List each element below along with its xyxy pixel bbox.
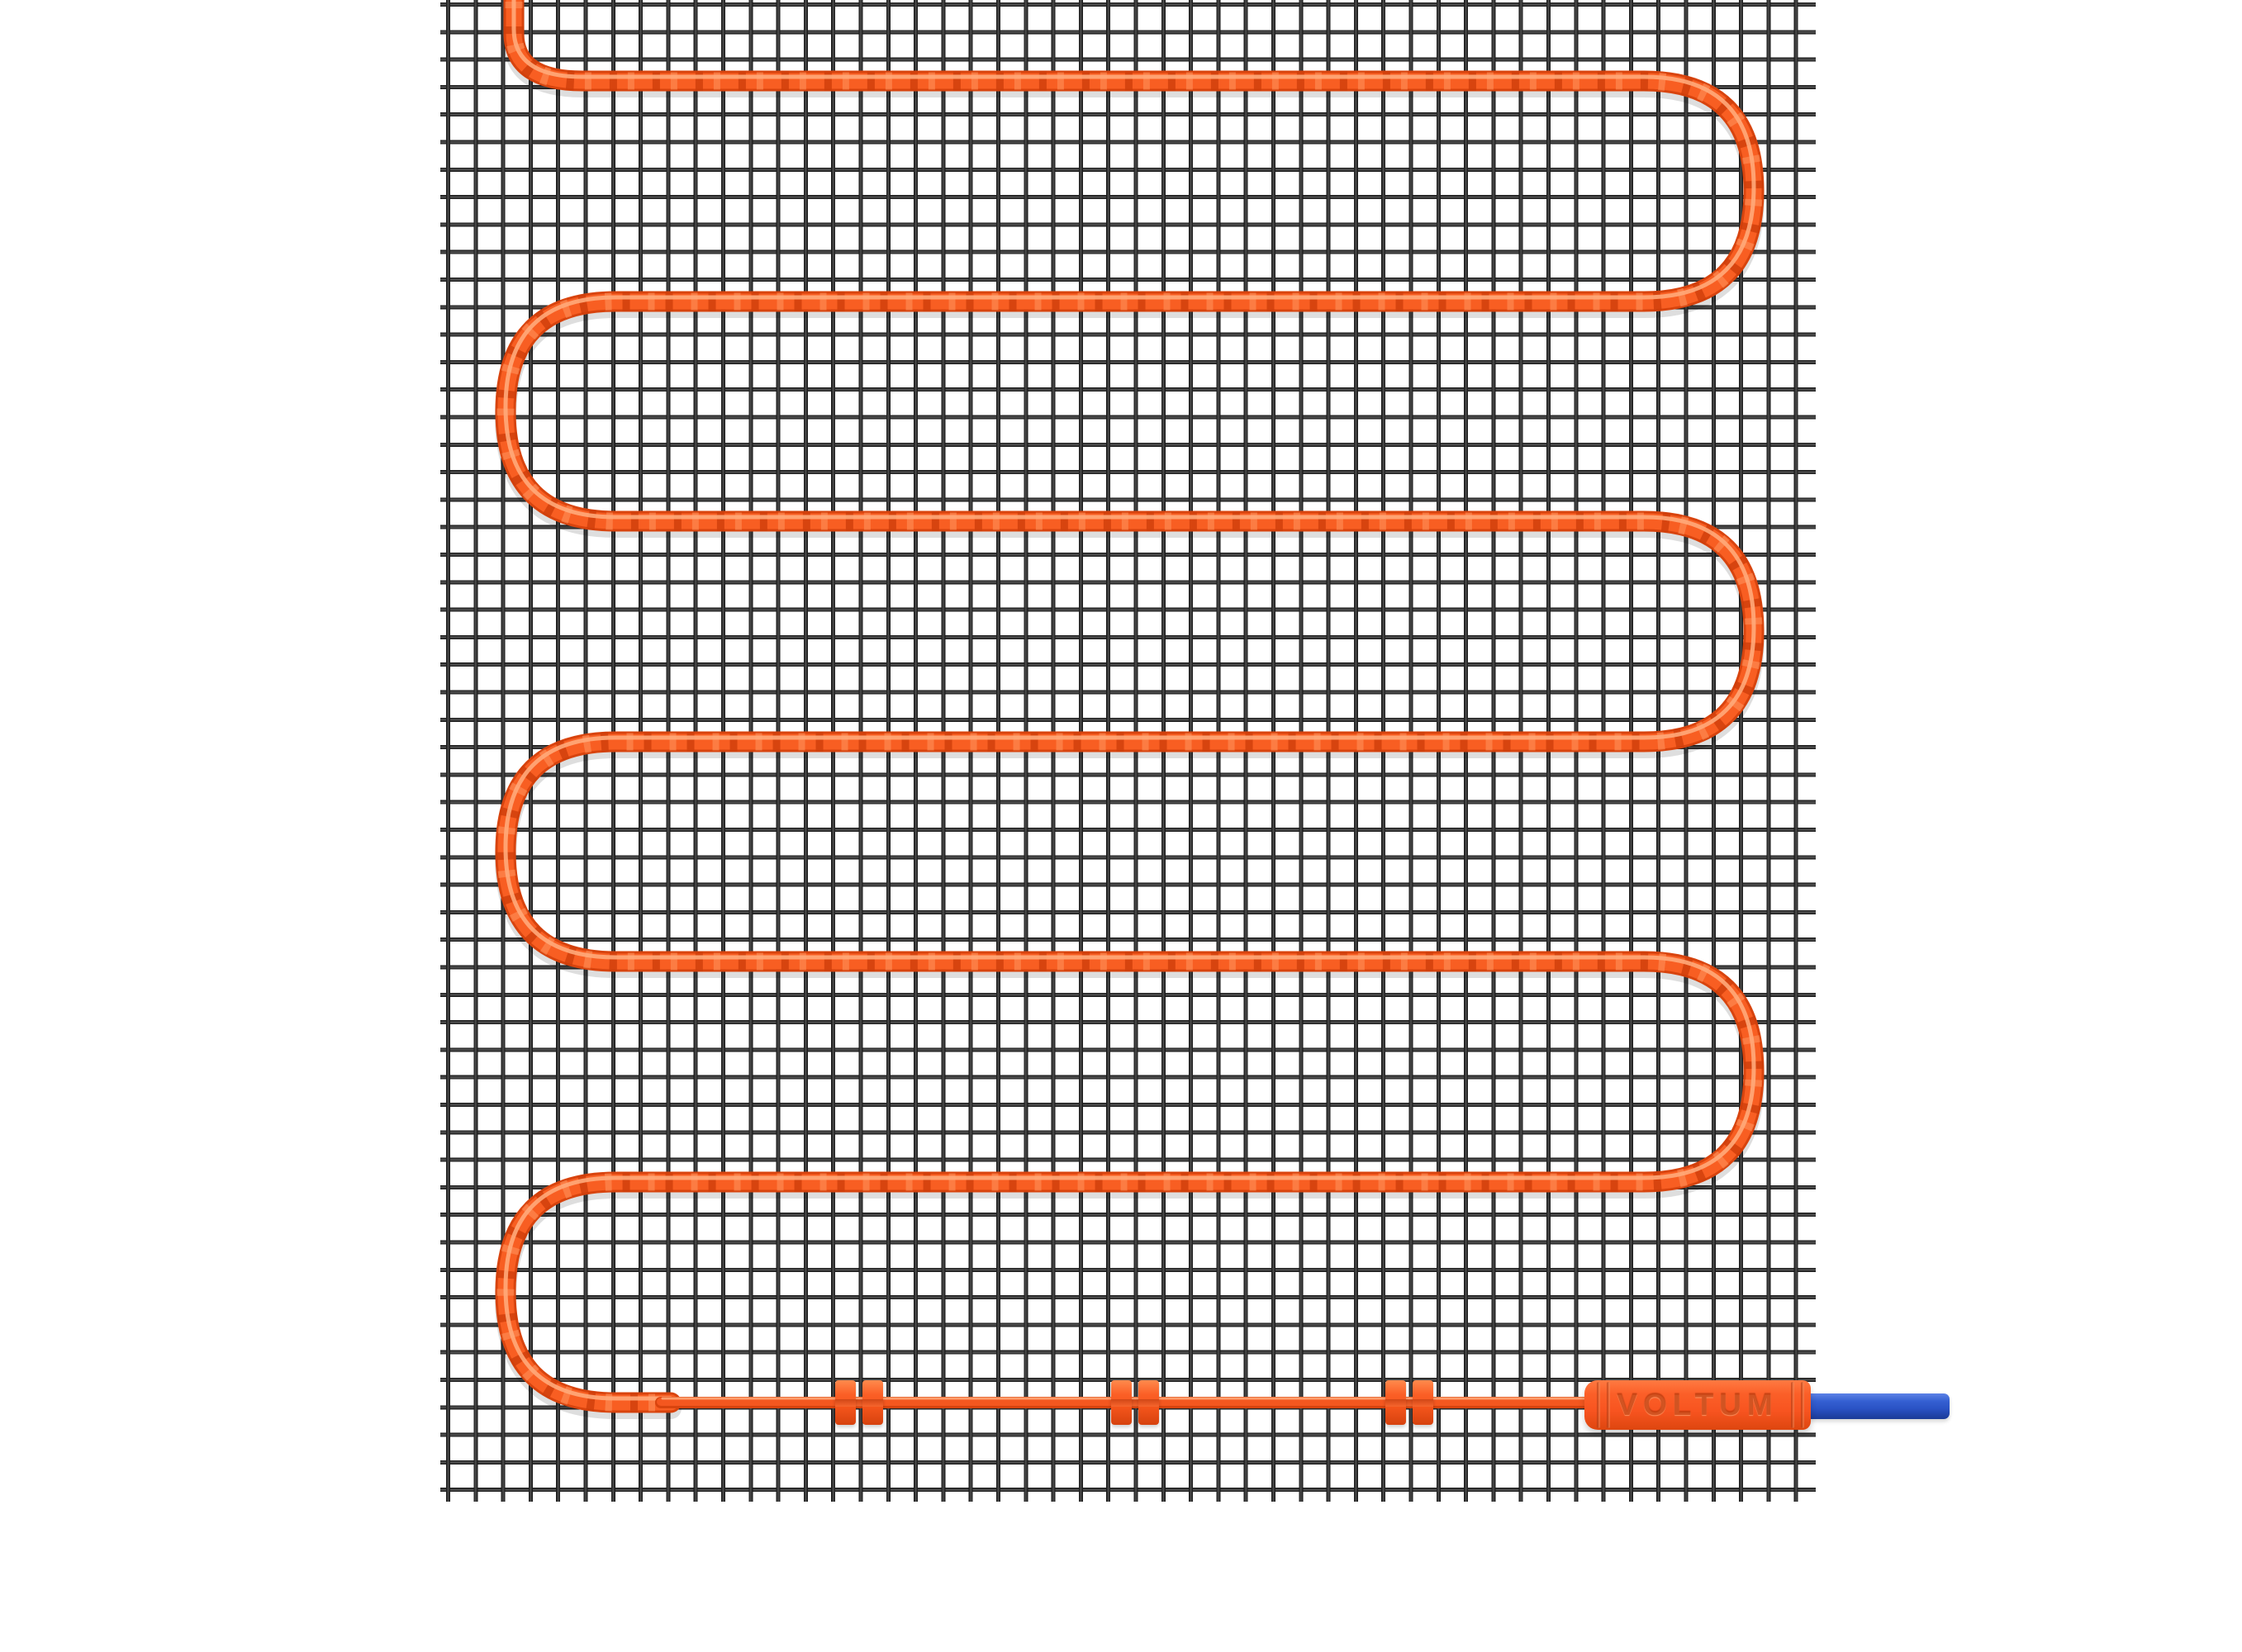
clip-block [1385, 1380, 1406, 1425]
clip-block [1111, 1380, 1132, 1425]
clip-block [1138, 1380, 1159, 1425]
connector-groove [1607, 1382, 1610, 1428]
connector-groove [1597, 1382, 1600, 1428]
connector-brand-label: VOLTUM [1617, 1388, 1779, 1422]
connector-groove [1801, 1382, 1804, 1428]
clip-block [835, 1380, 856, 1425]
clip-groove [835, 1399, 883, 1407]
cable-clip-pair [1385, 1380, 1433, 1425]
connector-groove [1791, 1382, 1794, 1428]
clip-block [862, 1380, 883, 1425]
cable-outline [506, 0, 1754, 1403]
power-lead-cable [1809, 1393, 1950, 1419]
connector-body: VOLTUM [1584, 1380, 1811, 1430]
clip-groove [1385, 1399, 1433, 1407]
cable-clip-pair [835, 1380, 883, 1425]
clip-groove [1111, 1399, 1159, 1407]
cable-shadow [506, 0, 1754, 1408]
clip-block [1413, 1380, 1433, 1425]
cable-clip-pair [1111, 1380, 1159, 1425]
